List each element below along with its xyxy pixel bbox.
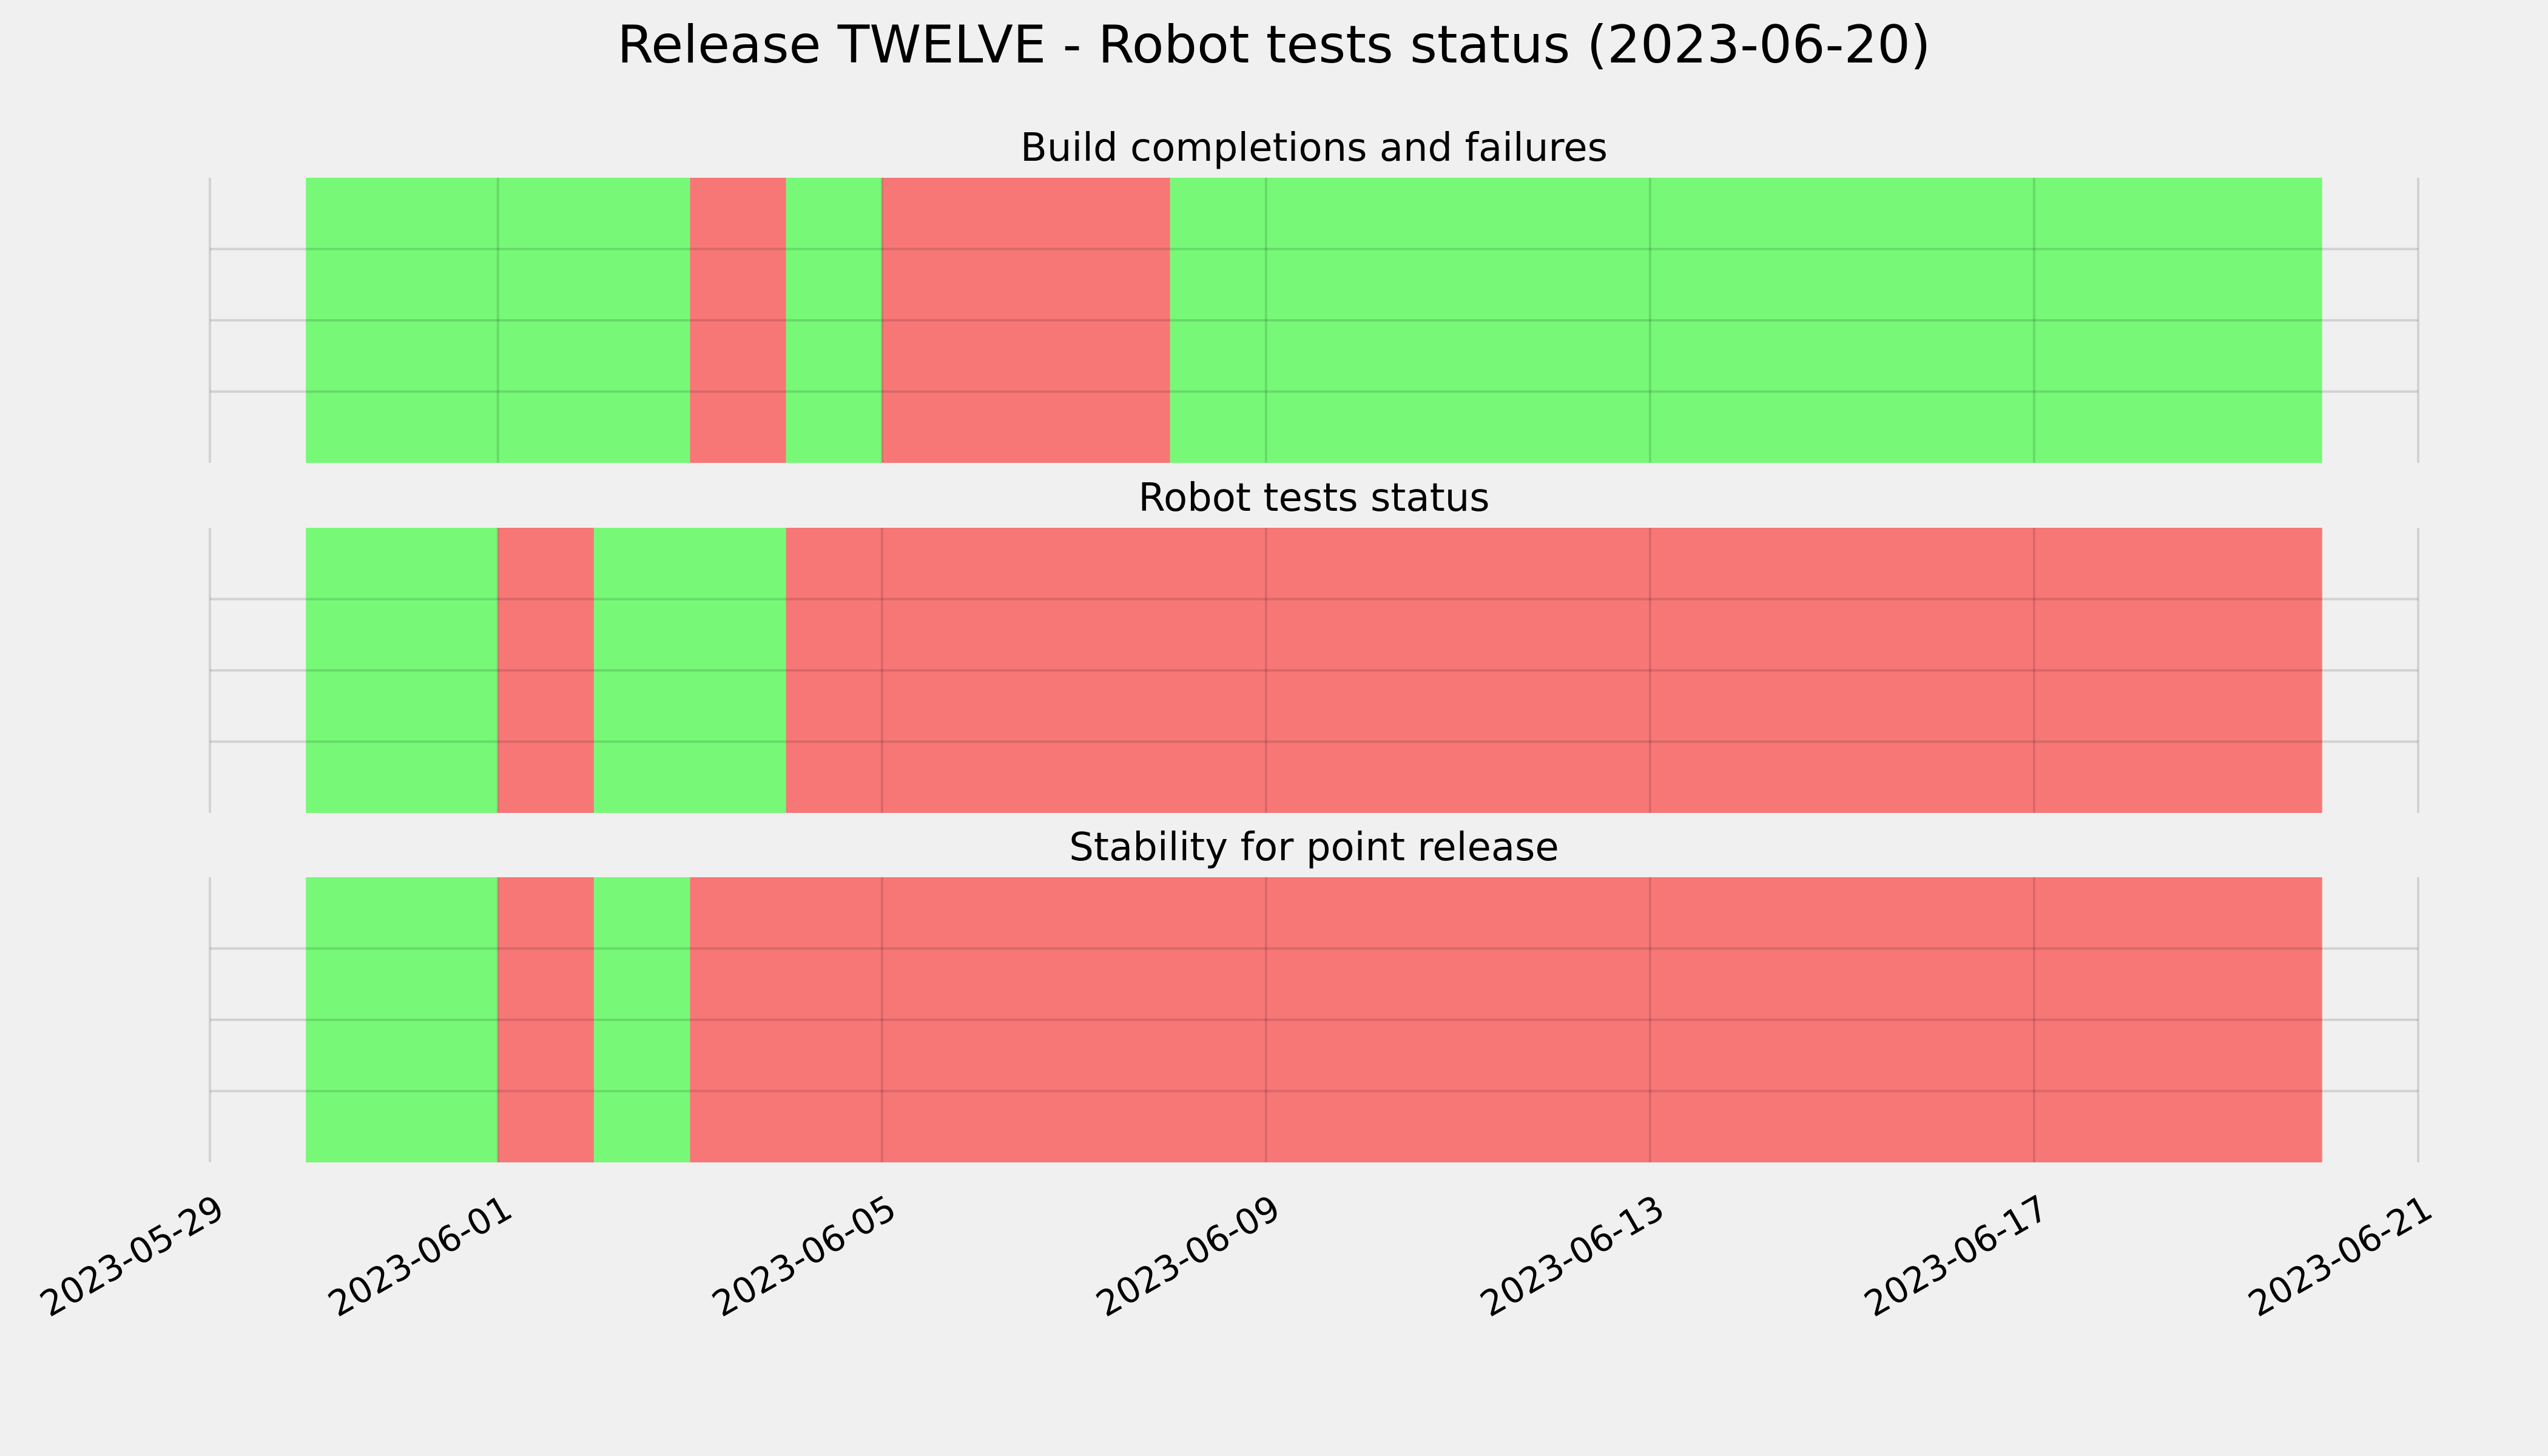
timeline-panel: Robot tests status (209, 476, 2419, 813)
panel-title: Build completions and failures (1020, 126, 1608, 170)
status-segment-fail (497, 528, 595, 813)
status-segment-pass (594, 528, 786, 813)
status-segment-pass (786, 178, 882, 463)
x-tick-label: 2023-06-05 (706, 1187, 903, 1325)
x-tick-label: 2023-06-21 (2242, 1187, 2439, 1325)
status-segment-fail (690, 178, 786, 463)
status-segment-fail (786, 528, 2322, 813)
timeline-panel: Stability for point release (209, 825, 2419, 1162)
figure-title: Release TWELVE - Robot tests status (202… (617, 15, 1930, 75)
x-tick-label: 2023-06-13 (1474, 1187, 1671, 1325)
panel-title: Stability for point release (1069, 825, 1559, 870)
x-tick-label: 2023-05-29 (33, 1187, 231, 1325)
status-segment-fail (690, 877, 2322, 1162)
status-segment-fail (497, 877, 595, 1162)
timeline-panel: Build completions and failures (209, 126, 2419, 463)
x-axis: 2023-05-29 2023-06-01 2023-06-05 2023-06-09… (33, 1187, 2439, 1325)
x-tick-label: 2023-06-09 (1090, 1187, 1287, 1325)
status-segment-fail (881, 178, 1170, 463)
status-segment-pass (1170, 178, 2322, 463)
timeline-panels: Build completions and failures Robot test… (209, 126, 2419, 1162)
status-segment-pass (306, 178, 690, 463)
status-segment-pass (306, 877, 498, 1162)
x-tick-label: 2023-06-17 (1858, 1187, 2055, 1325)
status-segment-pass (594, 877, 690, 1162)
panel-title: Robot tests status (1138, 476, 1489, 521)
x-tick-label: 2023-06-01 (321, 1187, 519, 1325)
status-segment-pass (306, 528, 498, 813)
